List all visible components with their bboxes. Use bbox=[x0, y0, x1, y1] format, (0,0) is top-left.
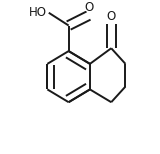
Text: HO: HO bbox=[29, 6, 47, 19]
Text: O: O bbox=[84, 1, 93, 14]
Text: O: O bbox=[107, 10, 116, 23]
